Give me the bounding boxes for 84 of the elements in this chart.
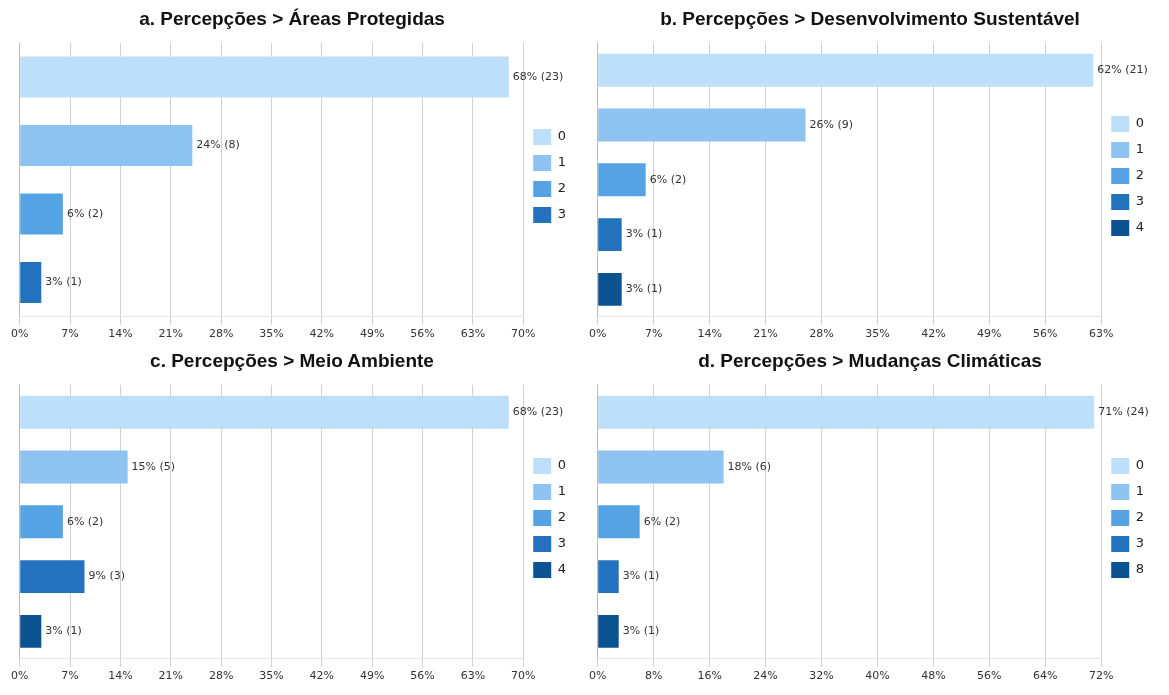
x-tick-label: 49%	[359, 327, 385, 341]
data-label: 24% (8)	[196, 138, 240, 152]
x-tick-label: 63%	[1089, 327, 1114, 341]
data-label: 3% (1)	[45, 275, 82, 289]
legend-label: 3	[557, 535, 567, 551]
data-label: 26% (9)	[809, 117, 854, 131]
legend-label: 2	[557, 180, 567, 196]
x-tick-label: 70%	[511, 669, 536, 683]
x-tick-label: 35%	[865, 327, 890, 341]
data-label: 71% (24)	[1098, 405, 1149, 419]
x-tick-label: 8%	[644, 669, 663, 683]
x-tick-label: 0%	[11, 669, 29, 683]
data-label: 6% (2)	[643, 514, 681, 528]
chart-title: a. Percepções > Áreas Protegidas	[139, 7, 445, 29]
x-tick-label: 56%	[977, 669, 1002, 683]
legend-label: 1	[1135, 141, 1145, 157]
x-tick-label: 14%	[108, 327, 133, 341]
data-label: 6% (2)	[66, 514, 104, 528]
data-label: 3% (1)	[45, 624, 82, 638]
x-tick-label: 0%	[11, 327, 29, 341]
x-tick-label: 49%	[977, 327, 1002, 341]
x-tick-label: 14%	[697, 327, 722, 341]
data-label: 62% (21)	[1097, 63, 1148, 77]
legend-label: 2	[1135, 509, 1145, 525]
x-tick-label: 28%	[809, 327, 834, 341]
x-tick-label: 7%	[644, 327, 663, 341]
data-label: 9% (3)	[88, 569, 125, 583]
legend-label: 0	[557, 128, 567, 144]
legend-label: 1	[1135, 483, 1145, 499]
x-tick-label: 56%	[410, 669, 435, 683]
data-label: 18% (6)	[727, 459, 772, 473]
x-tick-label: 42%	[309, 669, 335, 683]
legend-label: 1	[557, 483, 567, 499]
chart-title: d. Percepções > Mudanças Climáticas	[698, 349, 1042, 371]
legend-label: 4	[557, 561, 567, 577]
legend-label: 2	[557, 509, 567, 525]
data-label: 6% (2)	[66, 206, 104, 220]
data-label: 68% (23)	[512, 69, 564, 83]
data-label: 15% (5)	[131, 459, 176, 473]
legend-label: 8	[1135, 561, 1145, 577]
x-tick-label: 35%	[259, 327, 284, 341]
legend-label: 0	[1135, 115, 1145, 131]
x-tick-label: 35%	[259, 669, 284, 683]
x-tick-label: 16%	[697, 669, 722, 683]
x-tick-label: 56%	[410, 327, 435, 341]
x-tick-label: 28%	[208, 669, 234, 683]
legend-label: 1	[557, 154, 567, 170]
x-tick-label: 40%	[865, 669, 890, 683]
chart-title: b. Percepções > Desenvolvimento Sustentável	[660, 7, 1080, 29]
x-tick-label: 56%	[1033, 327, 1058, 341]
x-tick-label: 32%	[809, 669, 834, 683]
data-label: 6% (2)	[649, 172, 687, 186]
x-tick-label: 7%	[61, 327, 79, 341]
x-tick-label: 21%	[158, 669, 183, 683]
x-tick-label: 70%	[511, 327, 536, 341]
legend-label: 3	[557, 206, 567, 222]
x-tick-label: 72%	[1089, 669, 1114, 683]
data-label: 3% (1)	[625, 227, 663, 241]
chart-title: c. Percepções > Meio Ambiente	[150, 349, 434, 371]
data-label: 3% (1)	[625, 282, 663, 296]
legend-label: 0	[557, 457, 567, 473]
data-label: 3% (1)	[622, 569, 660, 583]
data-label: 68% (23)	[512, 405, 564, 419]
x-tick-label: 63%	[460, 669, 486, 683]
x-tick-label: 0%	[589, 327, 607, 341]
x-tick-label: 63%	[460, 327, 486, 341]
x-tick-label: 42%	[921, 327, 946, 341]
data-label: 3% (1)	[622, 624, 660, 638]
x-tick-label: 42%	[309, 327, 335, 341]
x-tick-label: 28%	[208, 327, 234, 341]
x-tick-label: 7%	[61, 669, 79, 683]
x-tick-label: 0%	[589, 669, 607, 683]
x-tick-label: 21%	[158, 327, 183, 341]
x-tick-label: 24%	[753, 669, 778, 683]
legend-label: 4	[1135, 219, 1145, 235]
x-tick-label: 14%	[108, 669, 133, 683]
x-tick-label: 21%	[753, 327, 778, 341]
legend-label: 2	[1135, 167, 1145, 183]
x-tick-label: 49%	[359, 669, 385, 683]
legend-label: 0	[1135, 457, 1145, 473]
legend-label: 3	[1135, 193, 1145, 209]
legend-label: 3	[1135, 535, 1145, 551]
x-tick-label: 64%	[1033, 669, 1058, 683]
x-tick-label: 48%	[921, 669, 946, 683]
